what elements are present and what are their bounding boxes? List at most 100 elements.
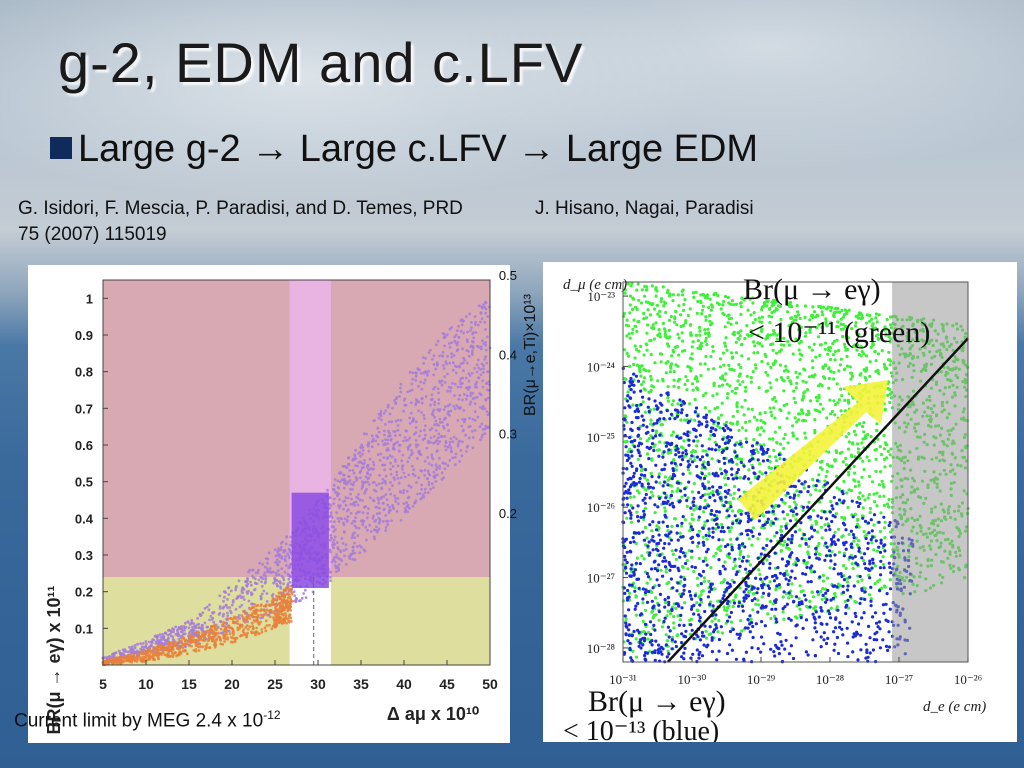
scatter-point xyxy=(332,546,335,550)
green-point xyxy=(740,405,744,409)
scatter-point xyxy=(485,426,488,430)
scatter-point xyxy=(482,367,485,371)
scatter-point xyxy=(459,329,463,333)
green-point xyxy=(663,329,667,333)
scatter-point xyxy=(461,417,464,421)
scatter-point xyxy=(254,611,258,615)
scatter-point xyxy=(275,610,278,613)
scatter-point xyxy=(238,627,242,630)
scatter-point xyxy=(131,655,134,659)
scatter-point xyxy=(335,511,339,514)
green-point xyxy=(650,490,654,494)
scatter-point xyxy=(459,382,463,385)
scatter-point xyxy=(374,518,378,522)
green-point xyxy=(840,308,844,313)
scatter-point xyxy=(170,644,174,648)
scatter-point xyxy=(125,656,129,660)
scatter-point xyxy=(178,627,182,631)
scatter-point xyxy=(266,557,270,561)
green-point xyxy=(862,352,866,356)
green-point xyxy=(670,433,674,437)
green-point xyxy=(706,327,710,331)
scatter-point xyxy=(289,609,292,612)
green-point xyxy=(681,288,685,292)
scatter-point xyxy=(428,348,432,352)
scatter-point xyxy=(369,473,372,477)
scatter-point xyxy=(328,496,332,499)
green-point xyxy=(732,491,736,495)
green-point xyxy=(839,317,843,321)
scatter-point xyxy=(347,475,351,478)
scatter-point xyxy=(333,478,337,481)
scatter-point xyxy=(410,449,413,452)
green-point xyxy=(811,477,815,482)
scatter-point xyxy=(376,426,380,430)
green-point xyxy=(775,308,779,312)
green-point xyxy=(717,448,721,452)
green-point xyxy=(697,518,701,522)
green-point xyxy=(846,398,850,402)
green-point xyxy=(813,408,817,412)
scatter-point xyxy=(364,525,368,529)
green-point xyxy=(696,299,700,304)
scatter-point xyxy=(427,462,431,465)
scatter-point xyxy=(233,640,237,643)
scatter-point xyxy=(383,433,386,437)
scatter-point xyxy=(386,523,390,527)
scatter-point xyxy=(376,443,380,446)
scatter-point xyxy=(418,492,422,495)
green-point xyxy=(794,560,798,564)
green-point xyxy=(857,422,862,426)
scatter-point xyxy=(331,488,335,491)
scatter-point xyxy=(279,605,283,609)
green-point xyxy=(750,543,754,547)
green-point xyxy=(694,333,698,337)
scatter-point xyxy=(480,317,484,321)
green-point xyxy=(800,409,804,413)
green-point xyxy=(864,354,869,358)
green-point xyxy=(789,323,793,327)
green-point xyxy=(740,354,744,358)
scatter-point xyxy=(285,602,289,606)
green-point xyxy=(881,482,885,486)
x-tick-label: 35 xyxy=(353,676,369,692)
scatter-point xyxy=(339,471,343,475)
green-point xyxy=(730,299,734,303)
scatter-point xyxy=(266,569,270,572)
scatter-point xyxy=(275,594,278,598)
green-point xyxy=(847,606,851,610)
scatter-point xyxy=(189,635,193,638)
scatter-point xyxy=(289,584,293,588)
scatter-point xyxy=(176,632,180,636)
scatter-point xyxy=(133,646,137,650)
green-point xyxy=(853,484,857,489)
green-point xyxy=(753,363,757,367)
scatter-point xyxy=(219,631,223,635)
scatter-point xyxy=(374,439,378,443)
scatter-point xyxy=(474,331,478,334)
scatter-point xyxy=(381,520,385,523)
green-point xyxy=(759,418,763,422)
green-point xyxy=(720,522,724,527)
green-point xyxy=(832,377,836,381)
scatter-point xyxy=(419,497,423,501)
scatter-point xyxy=(422,381,426,385)
green-point xyxy=(852,478,856,482)
scatter-point xyxy=(435,450,439,453)
green-point xyxy=(797,348,801,352)
green-point xyxy=(795,304,799,308)
green-point xyxy=(820,325,824,329)
scatter-point xyxy=(484,311,487,315)
green-point xyxy=(726,295,730,299)
green-point xyxy=(861,506,865,510)
green-point xyxy=(860,475,864,479)
green-point xyxy=(756,333,760,337)
scatter-point xyxy=(377,430,381,434)
green-point xyxy=(642,317,646,321)
green-point xyxy=(835,605,839,609)
scatter-point xyxy=(111,657,115,661)
green-point xyxy=(860,514,865,518)
scatter-point xyxy=(407,484,411,488)
green-point xyxy=(637,349,641,353)
scatter-point xyxy=(341,542,345,545)
